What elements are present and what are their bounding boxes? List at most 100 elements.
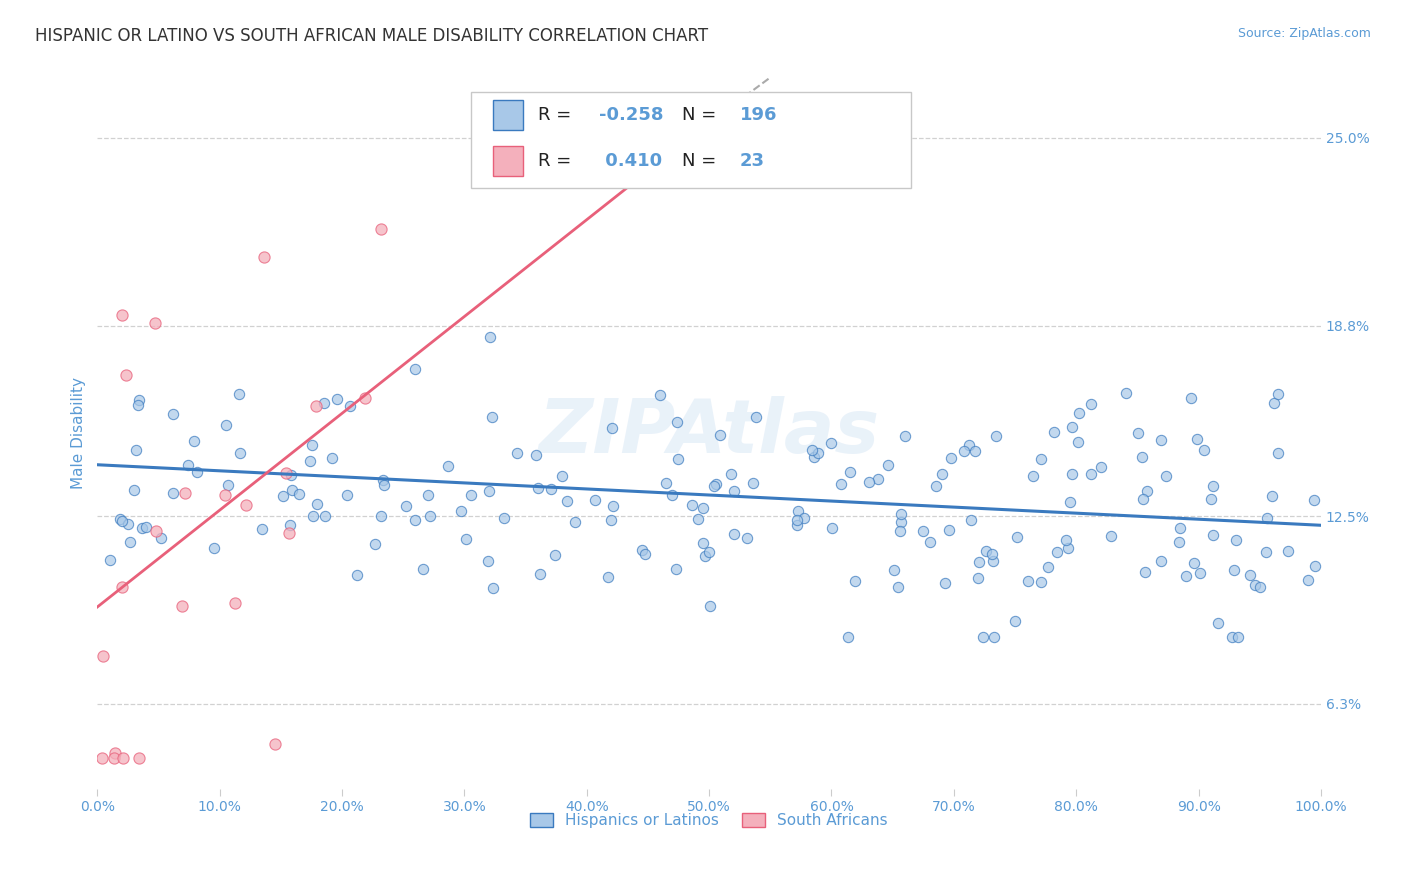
Point bbox=[953, 443, 976, 458]
Point bbox=[115, 368, 138, 383]
Text: R =: R = bbox=[538, 106, 571, 124]
Point bbox=[143, 316, 166, 330]
Point bbox=[135, 520, 157, 534]
Point bbox=[1060, 419, 1083, 434]
Point bbox=[1267, 387, 1289, 401]
Point bbox=[183, 434, 205, 448]
Point bbox=[688, 512, 710, 526]
Point bbox=[1225, 533, 1247, 548]
Point bbox=[215, 417, 238, 432]
Point bbox=[1220, 630, 1243, 644]
Point bbox=[1133, 565, 1156, 579]
Point bbox=[925, 479, 948, 493]
Point bbox=[1080, 397, 1102, 411]
Point bbox=[1256, 510, 1278, 524]
Point bbox=[1036, 560, 1059, 574]
Point bbox=[681, 498, 703, 512]
Point bbox=[786, 517, 808, 532]
Point bbox=[934, 576, 956, 591]
Point bbox=[228, 387, 250, 401]
Text: N =: N = bbox=[682, 153, 717, 170]
Point bbox=[1249, 580, 1271, 594]
Point bbox=[301, 508, 323, 523]
Point bbox=[1150, 554, 1173, 568]
Point bbox=[111, 514, 134, 528]
Point bbox=[145, 524, 167, 539]
Point bbox=[1223, 564, 1246, 578]
Point bbox=[103, 751, 125, 765]
Point bbox=[108, 512, 131, 526]
Point bbox=[1150, 433, 1173, 447]
Point bbox=[127, 398, 149, 412]
Point bbox=[967, 571, 990, 585]
Point bbox=[111, 308, 134, 322]
Point bbox=[1202, 528, 1225, 542]
Point bbox=[939, 450, 962, 465]
Point bbox=[858, 475, 880, 489]
Point bbox=[118, 535, 141, 549]
Point bbox=[744, 410, 766, 425]
Point bbox=[665, 415, 688, 429]
Point bbox=[692, 536, 714, 550]
Point bbox=[723, 527, 745, 541]
Point bbox=[1174, 569, 1197, 583]
Point bbox=[1004, 614, 1026, 628]
Point bbox=[1017, 574, 1039, 588]
Point bbox=[346, 568, 368, 582]
Point bbox=[1043, 425, 1066, 439]
Point bbox=[1227, 630, 1250, 644]
Point bbox=[280, 483, 302, 497]
Point bbox=[450, 504, 472, 518]
Point bbox=[125, 443, 148, 458]
Point bbox=[492, 510, 515, 524]
Point bbox=[478, 484, 501, 499]
Point bbox=[91, 751, 114, 765]
Point bbox=[224, 596, 246, 610]
Point bbox=[112, 751, 135, 765]
Point bbox=[600, 421, 623, 435]
Point bbox=[321, 450, 343, 465]
Text: Source: ZipAtlas.com: Source: ZipAtlas.com bbox=[1237, 27, 1371, 40]
Text: HISPANIC OR LATINO VS SOUTH AFRICAN MALE DISABILITY CORRELATION CHART: HISPANIC OR LATINO VS SOUTH AFRICAN MALE… bbox=[35, 27, 709, 45]
Point bbox=[1056, 541, 1078, 555]
Point bbox=[1067, 406, 1090, 420]
Point bbox=[723, 483, 745, 498]
Point bbox=[1202, 479, 1225, 493]
Point bbox=[128, 751, 150, 765]
Point bbox=[437, 458, 460, 473]
Point bbox=[984, 428, 1007, 442]
Point bbox=[912, 524, 935, 539]
Point bbox=[314, 508, 336, 523]
Point bbox=[305, 399, 328, 413]
Point bbox=[170, 599, 193, 613]
Point bbox=[174, 485, 197, 500]
Point bbox=[699, 544, 721, 558]
Point bbox=[793, 511, 815, 525]
Point bbox=[479, 330, 502, 344]
Point bbox=[527, 481, 550, 495]
Point bbox=[1021, 469, 1043, 483]
Point bbox=[844, 574, 866, 589]
Point bbox=[301, 437, 323, 451]
Point bbox=[287, 487, 309, 501]
Point bbox=[326, 392, 349, 407]
Text: 23: 23 bbox=[740, 153, 765, 170]
Point bbox=[583, 493, 606, 508]
Point bbox=[235, 498, 257, 512]
Point bbox=[800, 442, 823, 457]
Point bbox=[371, 473, 394, 487]
Text: ZIPAtlas: ZIPAtlas bbox=[538, 396, 880, 469]
Point bbox=[1046, 545, 1069, 559]
Point bbox=[695, 549, 717, 563]
Point bbox=[1180, 391, 1202, 405]
Point bbox=[214, 488, 236, 502]
Point bbox=[1194, 443, 1216, 458]
Point bbox=[111, 580, 134, 594]
Point bbox=[555, 493, 578, 508]
Point bbox=[692, 500, 714, 515]
Point bbox=[529, 567, 551, 582]
Text: 0.410: 0.410 bbox=[599, 153, 662, 170]
Point bbox=[186, 465, 208, 479]
FancyBboxPatch shape bbox=[492, 146, 523, 176]
FancyBboxPatch shape bbox=[492, 100, 523, 130]
